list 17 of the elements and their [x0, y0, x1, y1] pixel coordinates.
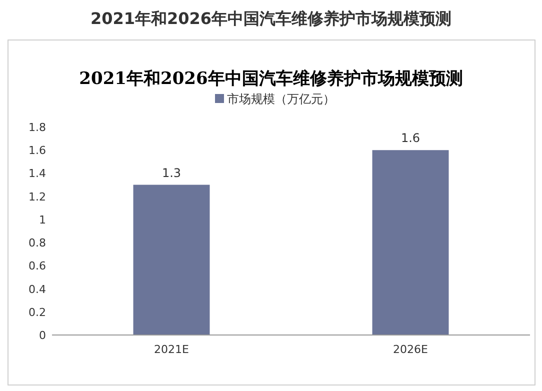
- data-label: 1.3: [162, 166, 182, 180]
- y-tick-label: 0.4: [28, 282, 46, 296]
- x-tick-label: 2021E: [154, 343, 190, 356]
- y-tick-label: 1.4: [28, 167, 46, 180]
- y-tick-label: 1: [39, 213, 46, 226]
- y-tick-label: 1.8: [28, 121, 46, 134]
- y-tick-label: 0: [39, 329, 46, 342]
- chart-title: 2021年和2026年中国汽车维修养护市场规模预测: [90, 9, 452, 28]
- y-tick-label: 0.2: [28, 306, 46, 319]
- y-tick-label: 0.6: [28, 260, 46, 273]
- legend-label: 市场规模（万亿元）: [227, 92, 335, 106]
- chart-subtitle: 2021年和2026年中国汽车维修养护市场规模预测: [79, 69, 463, 89]
- x-tick-label: 2026E: [393, 343, 428, 356]
- y-tick-label: 1.2: [28, 190, 46, 204]
- y-tick-label: 1.6: [28, 144, 46, 158]
- data-label: 1.6: [400, 131, 420, 146]
- y-tick-label: 0.8: [28, 236, 46, 250]
